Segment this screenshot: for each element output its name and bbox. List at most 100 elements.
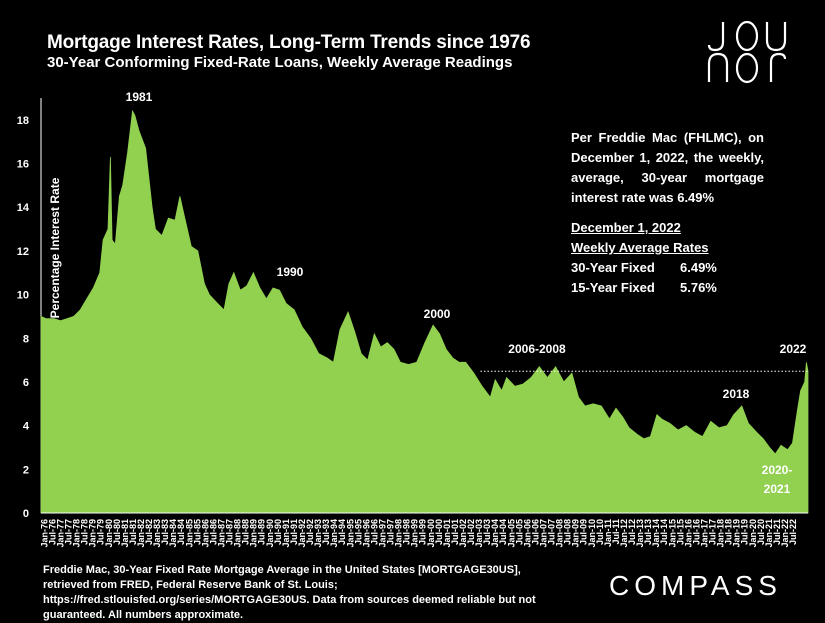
x-tick-label: Jan-96 xyxy=(361,519,371,548)
x-tick-label: Jul-18 xyxy=(724,519,734,545)
rate-value: 5.76% xyxy=(680,280,717,295)
x-tick-label: Jul-84 xyxy=(176,519,186,545)
x-tick-label: Jul-95 xyxy=(353,519,363,545)
x-tick-label: Jul-96 xyxy=(369,519,379,545)
y-axis-label: Percentage Interest Rate xyxy=(48,177,62,318)
x-tick-label: Jan-07 xyxy=(538,519,548,548)
y-tick-label: 18 xyxy=(17,115,29,127)
x-tick-label: Jan-78 xyxy=(72,519,82,548)
x-tick-label: Jul-79 xyxy=(96,519,106,545)
logo-o-mark xyxy=(735,20,759,52)
x-tick-label: Jan-81 xyxy=(120,519,130,548)
x-tick-label: Jan-06 xyxy=(522,519,532,548)
x-tick-label: Jul-83 xyxy=(160,519,170,545)
x-tick-label: Jan-89 xyxy=(249,519,259,548)
chart-area xyxy=(40,109,809,514)
x-tick-label: Jul-90 xyxy=(273,519,283,545)
x-tick-label: Jan-14 xyxy=(651,519,661,548)
x-tick-label: Jul-76 xyxy=(47,519,57,545)
annotation-label: 2020- xyxy=(762,463,793,477)
rates-box: December 1, 2022 Weekly Average Rates 30… xyxy=(571,218,761,298)
x-tick-label: Jul-77 xyxy=(64,519,74,545)
x-tick-label: Jan-91 xyxy=(281,519,291,548)
x-tick-label: Jul-10 xyxy=(595,519,605,545)
x-tick-label: Jul-91 xyxy=(289,519,299,545)
page-title: Mortgage Interest Rates, Long-Term Trend… xyxy=(47,32,531,53)
x-tick-label: Jan-01 xyxy=(442,519,452,548)
y-tick-label: 10 xyxy=(17,290,29,302)
x-tick-label: Jul-12 xyxy=(627,519,637,545)
annotation-label: 2000 xyxy=(424,307,451,321)
x-tick-label: Jan-10 xyxy=(587,519,597,548)
x-tick-label: Jan-98 xyxy=(394,519,404,548)
logo-j-mirror-mark xyxy=(769,52,787,82)
x-axis: Jan-76Jul-76Jan-77Jul-77Jan-78Jul-78Jan-… xyxy=(39,512,808,548)
x-tick-label: Jul-04 xyxy=(498,519,508,545)
rate-area-series xyxy=(40,109,809,514)
x-tick-label: Jan-84 xyxy=(168,519,178,548)
x-tick-label: Jul-16 xyxy=(691,519,701,545)
y-tick-label: 16 xyxy=(17,159,29,171)
x-tick-label: Jan-90 xyxy=(265,519,275,548)
x-tick-label: Jan-21 xyxy=(764,519,774,548)
x-tick-label: Jan-79 xyxy=(88,519,98,548)
x-tick-label: Jul-03 xyxy=(482,519,492,545)
x-tick-label: Jul-09 xyxy=(579,519,589,545)
x-tick-label: Jul-02 xyxy=(466,519,476,545)
x-tick-label: Jan-15 xyxy=(667,519,677,548)
x-tick-label: Jul-08 xyxy=(563,519,573,545)
annotation-label: 1990 xyxy=(277,265,304,279)
x-tick-label: Jul-05 xyxy=(514,519,524,545)
x-tick-label: Jan-82 xyxy=(136,519,146,548)
x-tick-label: Jul-17 xyxy=(708,519,718,545)
rates-heading: Weekly Average Rates xyxy=(571,240,709,255)
note-box: Per Freddie Mac (FHLMC), on December 1, … xyxy=(571,130,764,205)
x-tick-label: Jan-17 xyxy=(699,519,709,548)
y-tick-label: 0 xyxy=(23,508,29,520)
logo-j-mark xyxy=(707,22,725,52)
x-tick-label: Jul-81 xyxy=(128,519,138,545)
x-tick-label: Jan-03 xyxy=(474,519,484,548)
x-tick-label: Jan-99 xyxy=(410,519,420,548)
annotation-label: 2021 xyxy=(764,482,791,496)
x-tick-label: Jul-22 xyxy=(788,519,798,545)
x-tick-label: Jan-13 xyxy=(635,519,645,548)
x-tick-label: Jul-98 xyxy=(402,519,412,545)
y-axis: 0 2 4 6 8 10 12 14 16 18 xyxy=(17,98,42,520)
x-tick-label: Jan-92 xyxy=(297,519,307,548)
rate-row-30yr: 30-Year Fixed 6.49% xyxy=(571,258,761,278)
x-tick-label: Jan-76 xyxy=(39,519,49,548)
x-tick-label: Jan-09 xyxy=(571,519,581,548)
x-tick-label: Jul-14 xyxy=(659,519,669,545)
x-tick-label: Jan-18 xyxy=(716,519,726,548)
chart-annotations: 1981 1990 2000 2006-2008 2018 2022 2020- 2021 xyxy=(126,90,807,496)
y-tick-label: 2 xyxy=(23,464,29,476)
logo-u-mark xyxy=(765,22,787,52)
x-tick-label: Jan-08 xyxy=(555,519,565,548)
rate-value: 6.49% xyxy=(680,260,717,275)
x-tick-label: Jan-11 xyxy=(603,519,613,547)
x-tick-label: Jan-86 xyxy=(200,519,210,548)
x-tick-label: Jan-93 xyxy=(313,519,323,548)
x-tick-label: Jul-89 xyxy=(257,519,267,545)
y-tick-label: 14 xyxy=(17,202,30,214)
x-tick-label: Jan-12 xyxy=(619,519,629,548)
x-tick-label: Jul-15 xyxy=(675,519,685,545)
x-tick-label: Jul-00 xyxy=(434,519,444,545)
x-tick-label: Jul-21 xyxy=(772,519,782,545)
annotation-label: 1981 xyxy=(126,90,153,104)
x-tick-label: Jul-01 xyxy=(450,519,460,545)
y-tick-label: 4 xyxy=(23,421,30,433)
x-tick-label: Jan-80 xyxy=(104,519,114,548)
x-tick-label: Jan-02 xyxy=(458,519,468,548)
rate-label: 15-Year Fixed xyxy=(571,280,655,295)
x-tick-label: Jul-94 xyxy=(337,519,347,545)
x-tick-label: Jan-85 xyxy=(184,519,194,548)
x-tick-label: Jul-07 xyxy=(547,519,557,545)
x-tick-label: Jan-20 xyxy=(748,519,758,548)
x-tick-label: Jan-04 xyxy=(490,519,500,548)
x-tick-label: Jan-97 xyxy=(377,519,387,548)
x-tick-label: Jan-94 xyxy=(329,519,339,548)
x-tick-label: Jul-99 xyxy=(418,519,428,545)
